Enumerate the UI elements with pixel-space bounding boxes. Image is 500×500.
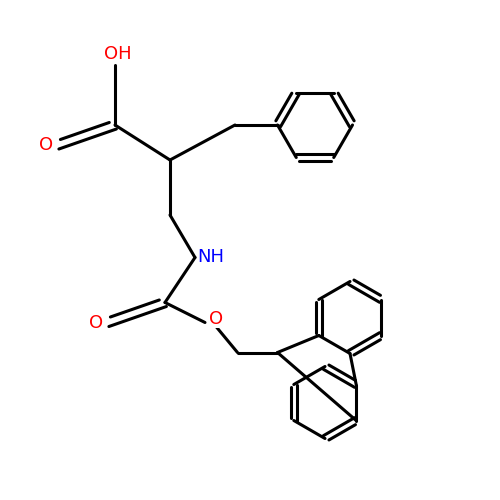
Text: O: O	[209, 310, 223, 328]
Text: OH: OH	[104, 45, 132, 63]
Text: NH: NH	[198, 248, 224, 266]
Text: O: O	[40, 136, 54, 154]
Text: O: O	[90, 314, 104, 332]
